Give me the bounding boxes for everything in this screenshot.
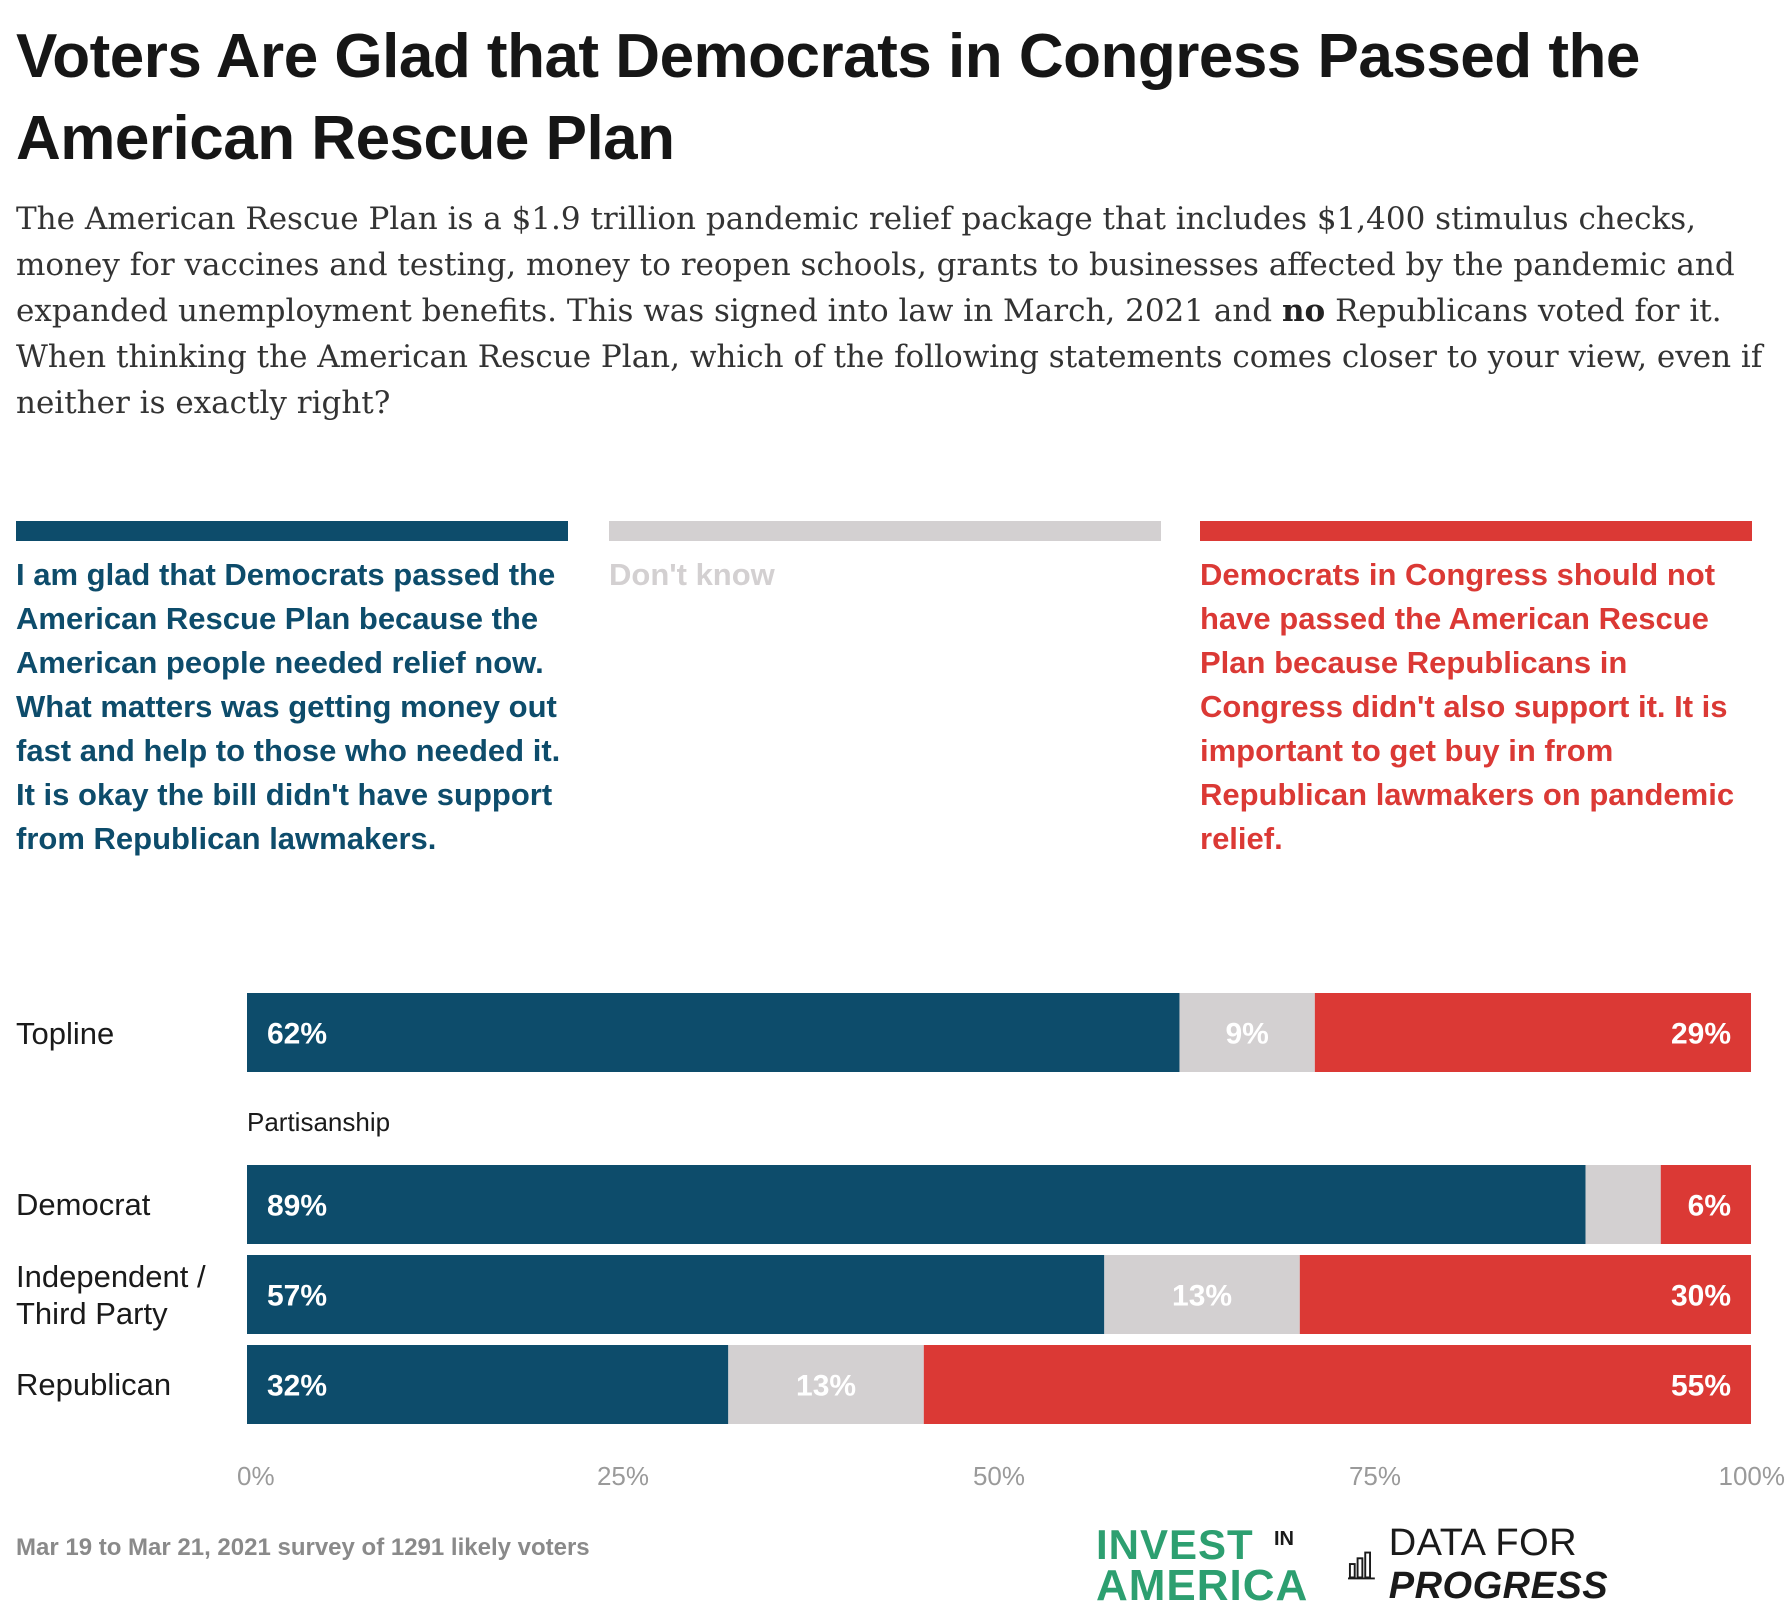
bar-independent-third-party-series-1	[1104, 1255, 1300, 1334]
data-label-topline-series-0: 62%	[267, 1018, 327, 1051]
legend-shouldnot: Democrats in Congress should not have pa…	[1200, 521, 1752, 861]
x-tick-label-50: 50%	[973, 1461, 1025, 1491]
survey-note: Mar 19 to Mar 21, 2021 survey of 1291 li…	[16, 1534, 590, 1561]
data-label-republican-series-2: 55%	[1671, 1370, 1731, 1403]
data-label-independent-third-party-series-0: 57%	[267, 1280, 327, 1313]
stacked-bar-chart: 62% 9% 29% 89% 6% 57% 13% 30% 32% 13% 55% 0% 25% 50% 7…	[237, 993, 1786, 1491]
section-label-partisanship: Partisanship	[247, 1107, 391, 1137]
row-label-topline: Topline	[16, 1016, 115, 1051]
data-label-independent-third-party-series-2: 30%	[1671, 1280, 1731, 1313]
legend-glad: I am glad that Democrats passed the Amer…	[16, 521, 568, 861]
legend-text-dontknow: Don't know	[609, 557, 775, 592]
x-tick-label-0: 0%	[237, 1461, 275, 1491]
chart-title: Voters Are Glad that Democrats in Congre…	[16, 22, 1640, 173]
legend-swatch-dontknow	[609, 521, 1161, 541]
legend-text-shouldnot: Democrats in Congress should not have pa…	[1200, 557, 1735, 856]
intro-question: When thinking the American Rescue Plan, …	[16, 339, 1763, 421]
data-label-democrat-series-2: 6%	[1688, 1190, 1731, 1223]
x-tick-label-25: 25%	[597, 1461, 649, 1491]
intro-description: The American Rescue Plan is a $1.9 trill…	[16, 201, 1735, 329]
bar-republican-series-2	[923, 1345, 1751, 1424]
legend-text-glad: I am glad that Democrats passed the Amer…	[16, 557, 561, 856]
x-tick-label-75: 75%	[1349, 1461, 1401, 1491]
invest-in-america-logo: INVEST IN AMERICA	[1096, 1521, 1309, 1610]
intro-bold-no: no	[1282, 293, 1326, 329]
intro-text: The American Rescue Plan is a $1.9 trill…	[16, 196, 1776, 426]
bar-democrat-series-0	[247, 1165, 1586, 1244]
legend-swatch-shouldnot	[1200, 521, 1752, 541]
row-label-independent: Independent / Third Party	[16, 1259, 206, 1331]
row-label-republican: Republican	[16, 1367, 172, 1402]
legend-swatch-glad	[16, 521, 568, 541]
bar-republican-series-0	[247, 1345, 729, 1424]
bar-topline-series-2	[1314, 993, 1751, 1072]
x-tick-label-100: 100%	[1719, 1461, 1786, 1491]
bar-independent-third-party-series-2	[1299, 1255, 1751, 1334]
data-label-topline-series-2: 29%	[1671, 1018, 1731, 1051]
bar-topline-series-0	[247, 993, 1180, 1072]
bar-independent-third-party-series-0	[247, 1255, 1105, 1334]
data-label-republican-series-1: 13%	[796, 1370, 856, 1403]
bar-chart-icon	[1348, 1551, 1375, 1580]
bar-republican-series-1	[728, 1345, 924, 1424]
data-label-topline-series-1: 9%	[1225, 1018, 1268, 1051]
data-label-republican-series-0: 32%	[267, 1370, 327, 1403]
bar-democrat-series-2	[1660, 1165, 1751, 1244]
data-for-progress-logo: DATA FOR PROGRESS	[1348, 1522, 1790, 1607]
bar-democrat-series-1	[1585, 1165, 1661, 1244]
row-label-democrat: Democrat	[16, 1187, 151, 1222]
data-label-independent-third-party-series-1: 13%	[1172, 1280, 1232, 1313]
data-label-democrat-series-0: 89%	[267, 1190, 327, 1223]
bar-topline-series-1	[1179, 993, 1315, 1072]
legend-dontknow: Don't know	[609, 521, 1161, 597]
